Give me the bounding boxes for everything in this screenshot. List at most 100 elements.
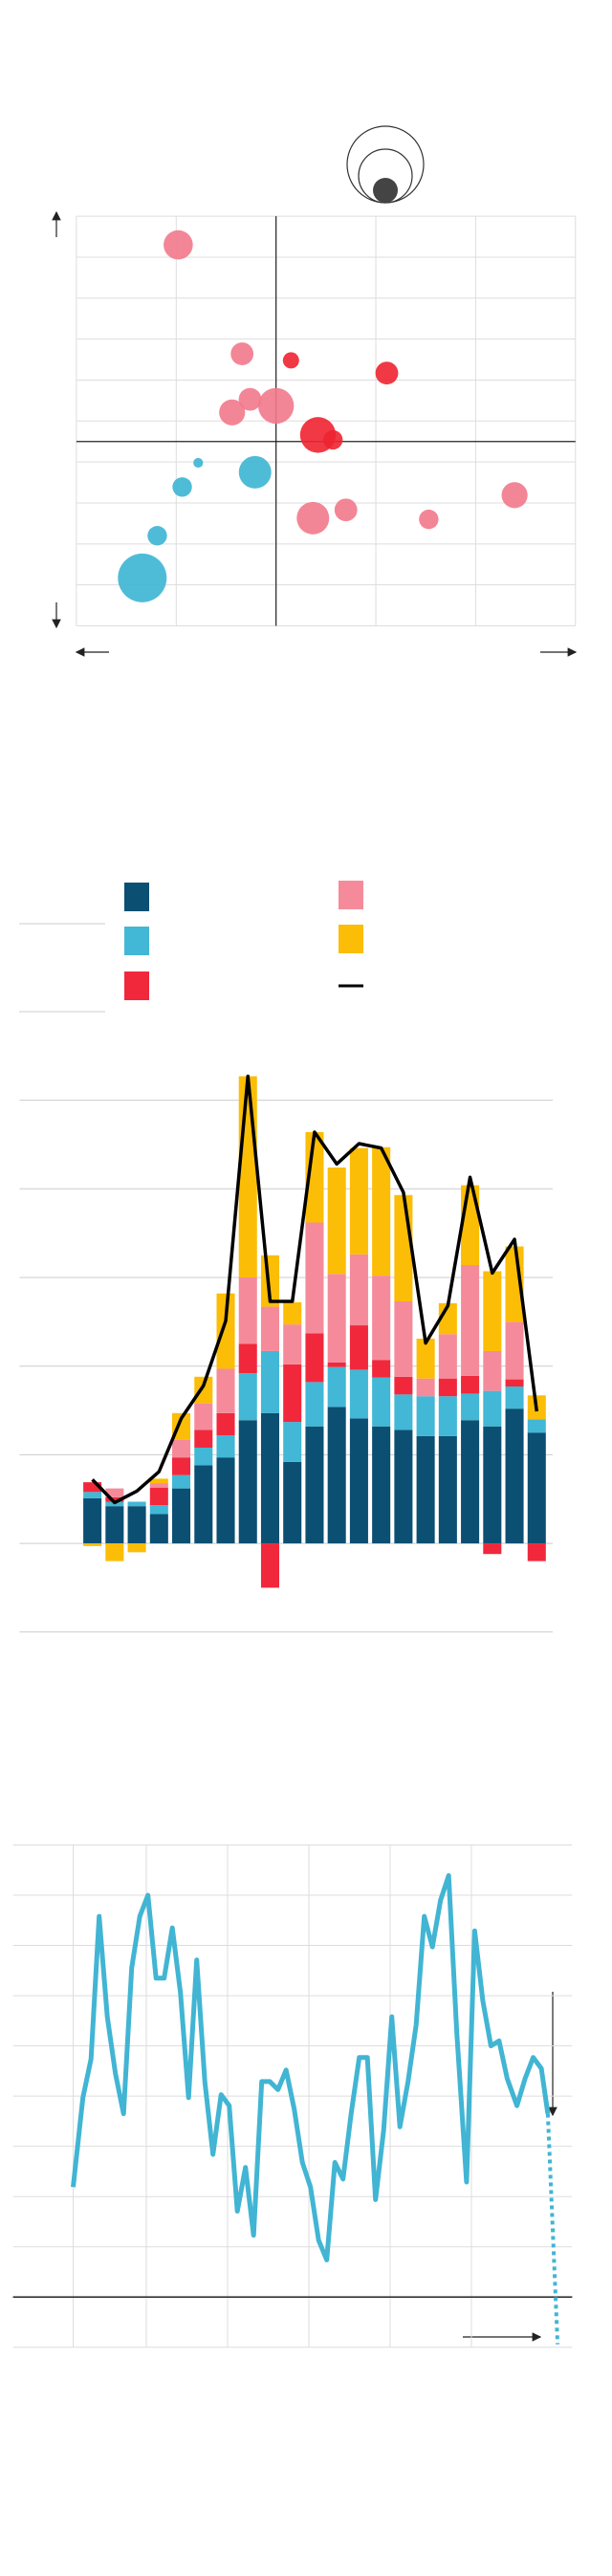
bar-segment	[438, 1334, 457, 1379]
bar-segment	[305, 1222, 324, 1334]
bar-segment	[127, 1506, 146, 1544]
bar-segment	[260, 1306, 280, 1351]
bubble	[147, 526, 167, 546]
bar-segment	[238, 1373, 257, 1421]
bar-segment	[416, 1396, 435, 1436]
bar-segment	[194, 1403, 213, 1430]
bar-segment	[305, 1426, 324, 1544]
bar-segment	[505, 1386, 524, 1409]
bar-segment	[194, 1430, 213, 1448]
bar-segment	[305, 1382, 324, 1427]
bar-segment	[372, 1276, 391, 1361]
bar-segment	[260, 1350, 280, 1413]
bar-segment	[461, 1375, 480, 1394]
bar-segment	[527, 1419, 546, 1433]
bar-segment	[216, 1434, 235, 1458]
bar-segment	[505, 1379, 524, 1387]
bubble	[257, 387, 295, 425]
bar-segment	[327, 1274, 346, 1363]
bar-segment	[327, 1366, 346, 1408]
bar-segment	[283, 1461, 302, 1544]
bar-segment	[238, 1420, 257, 1544]
bar-segment	[483, 1350, 502, 1391]
bar-segment	[238, 1076, 257, 1277]
size-legend	[346, 125, 425, 204]
bubble	[334, 498, 358, 522]
bubble	[282, 352, 299, 369]
bar-segment	[194, 1447, 213, 1466]
bar-segment	[372, 1360, 391, 1378]
line-series	[71, 1873, 551, 2262]
bar-segment	[216, 1457, 235, 1544]
bar-segment	[349, 1418, 368, 1544]
bar-segment	[260, 1543, 280, 1588]
bar-segment	[327, 1362, 346, 1367]
bubble	[164, 229, 193, 260]
bar-segment	[283, 1324, 302, 1364]
bar-segment	[505, 1408, 524, 1544]
bar-segment	[349, 1147, 368, 1255]
bar-segment	[149, 1478, 168, 1484]
bar-segment	[83, 1543, 102, 1546]
bar-segment	[438, 1378, 457, 1397]
bar-segment	[149, 1487, 168, 1506]
bar-segment	[461, 1420, 480, 1544]
bar-segment	[238, 1343, 257, 1374]
bar-segment	[416, 1435, 435, 1544]
bar-segment	[283, 1364, 302, 1423]
bar-segment	[83, 1497, 102, 1544]
bubble	[501, 482, 528, 509]
bar-segment	[461, 1185, 480, 1266]
line-series	[545, 2113, 560, 2345]
bar-segment	[216, 1293, 235, 1369]
bar-segment	[105, 1543, 124, 1561]
bar-segment	[438, 1396, 457, 1436]
bubble	[172, 477, 192, 497]
bar-segment	[416, 1378, 435, 1397]
annotation-arrows	[463, 1992, 557, 2342]
bar-segment	[394, 1430, 413, 1544]
bar-segment	[461, 1393, 480, 1421]
legend-swatch	[124, 971, 149, 1000]
bar-segment	[194, 1465, 213, 1544]
bar-segment	[260, 1412, 280, 1544]
bar-segment	[172, 1457, 191, 1475]
bubble	[419, 509, 439, 530]
bar-segment	[149, 1483, 168, 1488]
bar-segment	[172, 1474, 191, 1489]
bar-segment	[372, 1426, 391, 1544]
bar-segment	[438, 1435, 457, 1544]
bar-segment	[372, 1377, 391, 1427]
bar-segment	[527, 1432, 546, 1544]
bar-segment	[216, 1412, 235, 1435]
legend-swatch	[339, 881, 363, 909]
bar-segment	[394, 1394, 413, 1430]
bubble	[238, 387, 262, 411]
bubble	[322, 429, 343, 450]
bar-segment	[127, 1501, 146, 1507]
legend-swatch	[339, 925, 363, 953]
bubble	[193, 457, 204, 469]
bar-segment	[416, 1338, 435, 1379]
bar-segment	[483, 1543, 502, 1555]
bar-segment	[83, 1492, 102, 1498]
bar-segment	[283, 1301, 302, 1325]
bar-segment	[349, 1254, 368, 1326]
bar-segment	[349, 1369, 368, 1419]
legend-swatch	[124, 927, 149, 955]
bar-segment	[527, 1543, 546, 1561]
bar-segment	[394, 1376, 413, 1395]
bar-segment	[105, 1488, 124, 1497]
legend-rules	[19, 923, 105, 1013]
bar-segment	[105, 1496, 124, 1502]
bar-segment	[194, 1376, 213, 1404]
legend-swatch	[124, 883, 149, 911]
bar-segment	[149, 1514, 168, 1544]
bubble	[375, 361, 399, 385]
bar-segment	[372, 1146, 391, 1277]
bar-segment	[127, 1543, 146, 1553]
line-series	[91, 1074, 539, 1505]
bar-segment	[394, 1301, 413, 1377]
